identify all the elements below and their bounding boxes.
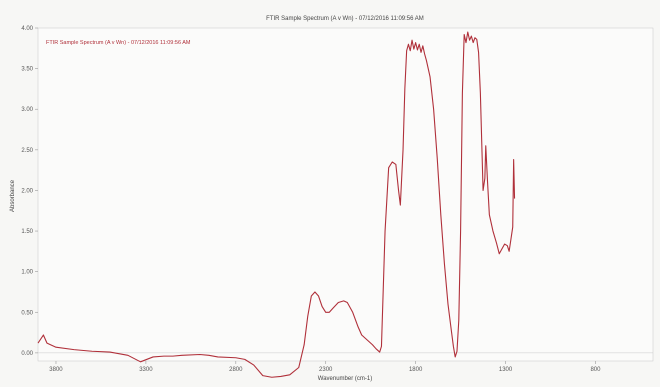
- y-tick-label: 0.50: [21, 310, 33, 316]
- x-axis-label: Wavenumber (cm-1): [318, 376, 372, 382]
- x-tick-label: 1300: [499, 367, 513, 373]
- x-tick-label: 3300: [139, 367, 153, 373]
- y-tick-label: 3.50: [21, 67, 33, 73]
- y-tick-label: 0.00: [21, 351, 33, 357]
- y-axis-label: Absorbance: [10, 179, 16, 212]
- y-tick-label: 1.50: [21, 229, 33, 235]
- y-tick-label: 4.00: [21, 26, 33, 32]
- x-tick-label: 3800: [49, 367, 63, 373]
- x-tick-label: 2300: [319, 367, 333, 373]
- plot-area: [37, 27, 654, 362]
- y-ticks: 0.00 0.50 1.00 1.50 2.00 2.50 3.00 3.50 4.00: [21, 26, 38, 357]
- series-line: [37, 31, 516, 378]
- y-tick-label: 3.00: [21, 107, 33, 113]
- x-tick-label: 800: [590, 367, 601, 373]
- x-tick-label: 2800: [229, 367, 243, 373]
- y-tick-label: 1.00: [21, 270, 33, 276]
- x-ticks: 3800 3300 2800 2300 1800 1300 800: [49, 361, 601, 373]
- y-tick-label: 2.00: [21, 188, 33, 194]
- legend-entry: FTIR Sample Spectrum (A v Wn) - 07/12/20…: [46, 40, 191, 46]
- x-tick-label: 1800: [409, 367, 423, 373]
- y-tick-label: 2.50: [21, 148, 33, 154]
- chart-title: FTIR Sample Spectrum (A v Wn) - 07/12/20…: [266, 16, 424, 22]
